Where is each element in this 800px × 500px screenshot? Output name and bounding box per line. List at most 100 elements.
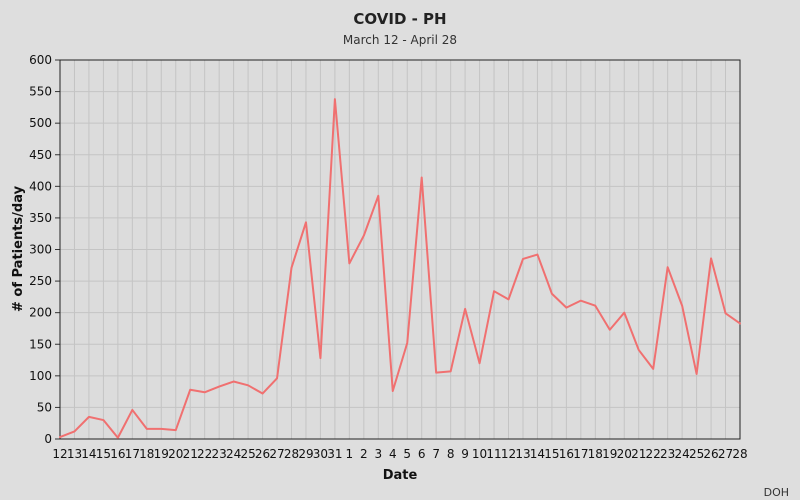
data-point [508,298,510,300]
x-tick-label: 28 [284,447,299,461]
y-tick-label: 150 [29,337,52,351]
data-point [73,430,75,432]
x-tick-label: 12 [52,447,67,461]
data-point [59,436,61,438]
plot-border [59,59,741,440]
x-tick-label: 8 [447,447,455,461]
y-tick-label: 450 [29,148,52,162]
data-point [725,312,727,314]
data-point [421,176,423,178]
data-point [247,384,249,386]
x-tick-label: 24 [674,447,689,461]
x-tick-label: 27 [718,447,733,461]
y-tick-label: 200 [29,306,52,320]
data-point [464,308,466,310]
data-point [305,221,307,223]
data-point [117,437,119,439]
x-tick-label: 5 [403,447,411,461]
data-point [638,349,640,351]
x-tick-label: 19 [154,447,169,461]
x-tick-label: 20 [168,447,183,461]
y-tick-label: 250 [29,274,52,288]
y-tick-label: 50 [37,400,52,414]
data-point [290,267,292,269]
data-point [146,428,148,430]
x-tick-label: 28 [732,447,747,461]
x-tick-label: 26 [703,447,718,461]
x-tick-labels: 12 13 14 15 16 17 18 19 20 21 22 23 24 25 26 27 28 29 30 31… [52,447,747,461]
x-tick-label: 31 [327,447,342,461]
x-tick-label: 4 [389,447,397,461]
x-tick-label: 26 [255,447,270,461]
data-point [580,300,582,302]
data-point [102,419,104,421]
x-tick-label: 19 [602,447,617,461]
x-tick-label: 15 [544,447,559,461]
data-point [348,262,350,264]
y-axis-title: # of Patients/day [11,185,26,312]
chart-title: COVID - PH [353,10,446,28]
data-point [160,428,162,430]
data-point [233,381,235,383]
x-tick-label: 25 [689,447,704,461]
data-point [319,357,321,359]
data-point [667,266,669,268]
data-point [392,390,394,392]
data-point [623,312,625,314]
data-point [175,429,177,431]
data-point [218,386,220,388]
data-point [594,305,596,307]
data-point [204,391,206,393]
data-point [551,293,553,295]
x-tick-label: 21 [631,447,646,461]
x-tick-label: 23 [212,447,227,461]
data-point [681,305,683,307]
x-tick-label: 22 [646,447,661,461]
data-point [652,368,654,370]
x-tick-label: 24 [226,447,241,461]
x-tick-label: 1 [346,447,354,461]
data-point [88,416,90,418]
source-label: DOH [764,486,789,499]
data-point [493,290,495,292]
data-point [739,322,741,324]
x-tick-label: 12 [501,447,516,461]
x-tick-label: 18 [139,447,154,461]
x-tick-label: 6 [418,447,426,461]
y-tick-label: 100 [29,369,52,383]
x-axis-title: Date [383,468,418,483]
y-tick-label: 300 [29,243,52,257]
series-line [59,98,741,439]
y-tick-label: 350 [29,211,52,225]
y-tick-label: 500 [29,116,52,130]
x-tick-label: 2 [360,447,368,461]
x-tick-label: 14 [81,447,96,461]
x-tick-label: 27 [269,447,284,461]
x-tick-label: 17 [573,447,588,461]
x-tick-label: 16 [559,447,574,461]
data-point [710,257,712,259]
y-tick-label: 600 [29,53,52,67]
data-point [565,307,567,309]
y-grid [55,59,740,440]
y-tick-labels: 0 50 100 150 200 250 300 350 400 450 500 550 600 [29,53,52,446]
data-point [609,329,611,331]
x-tick-label: 23 [660,447,675,461]
data-point [696,373,698,375]
chart-subtitle: March 12 - April 28 [343,33,457,47]
x-tick-label: 25 [240,447,255,461]
x-tick-label: 10 [472,447,487,461]
x-tick-label: 13 [515,447,530,461]
x-tick-label: 3 [374,447,382,461]
data-point [435,372,437,374]
data-point [262,393,264,395]
x-tick-label: 20 [617,447,632,461]
x-tick-label: 17 [125,447,140,461]
data-point [450,370,452,372]
x-tick-label: 29 [298,447,313,461]
data-point [363,235,365,237]
x-tick-label: 14 [530,447,545,461]
data-point [406,342,408,344]
